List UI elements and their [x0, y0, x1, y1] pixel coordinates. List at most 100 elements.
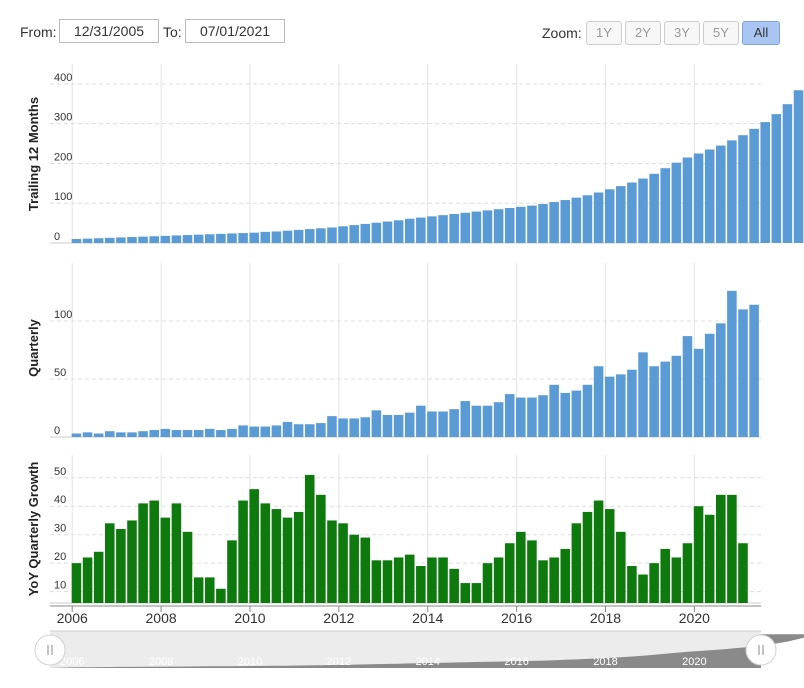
bar[interactable]: [460, 401, 471, 437]
bar[interactable]: [604, 376, 615, 437]
bar[interactable]: [71, 433, 82, 437]
bar[interactable]: [282, 421, 293, 437]
bar[interactable]: [782, 104, 793, 243]
bar[interactable]: [616, 186, 626, 243]
to-date-input[interactable]: 07/01/2021: [185, 19, 285, 43]
bar[interactable]: [704, 149, 715, 243]
bar[interactable]: [304, 229, 315, 243]
bar[interactable]: [671, 162, 682, 243]
bar[interactable]: [71, 239, 82, 243]
bar[interactable]: [104, 431, 115, 437]
zoom-1y-button[interactable]: 1Y: [586, 21, 622, 45]
bar[interactable]: [627, 182, 637, 243]
bar[interactable]: [282, 230, 293, 243]
bar[interactable]: [227, 233, 237, 243]
bar[interactable]: [260, 231, 271, 243]
bar[interactable]: [682, 543, 693, 603]
bar[interactable]: [171, 503, 182, 603]
bar[interactable]: [238, 500, 248, 603]
bar[interactable]: [471, 211, 482, 243]
bar[interactable]: [660, 361, 671, 437]
bar[interactable]: [616, 374, 626, 437]
bar[interactable]: [304, 424, 315, 437]
bar[interactable]: [393, 557, 404, 603]
bar[interactable]: [738, 309, 748, 437]
bar[interactable]: [582, 511, 593, 603]
bar[interactable]: [504, 543, 515, 603]
bar[interactable]: [82, 557, 93, 603]
bar[interactable]: [738, 543, 748, 603]
bar[interactable]: [582, 195, 593, 243]
bar[interactable]: [182, 531, 193, 603]
bar[interactable]: [249, 489, 259, 603]
bar[interactable]: [271, 425, 282, 437]
bar[interactable]: [316, 228, 326, 243]
bar[interactable]: [227, 540, 237, 603]
bar[interactable]: [716, 323, 726, 437]
bar[interactable]: [571, 390, 582, 437]
navigator-left-handle[interactable]: [34, 634, 66, 666]
bar[interactable]: [404, 218, 415, 243]
bar[interactable]: [227, 428, 237, 437]
bar[interactable]: [182, 430, 193, 437]
bar[interactable]: [260, 426, 271, 437]
bar[interactable]: [638, 574, 648, 603]
bar[interactable]: [504, 207, 515, 243]
bar[interactable]: [304, 474, 315, 603]
bar[interactable]: [649, 173, 659, 243]
navigator[interactable]: 2006 2008 2010 2012 2014 2016 2018 2020: [34, 630, 804, 668]
bar[interactable]: [438, 557, 448, 603]
bar[interactable]: [160, 517, 171, 603]
bar[interactable]: [216, 430, 226, 437]
bar[interactable]: [693, 153, 704, 244]
bar[interactable]: [93, 238, 104, 243]
bar[interactable]: [371, 410, 382, 437]
bar[interactable]: [293, 511, 304, 603]
bar[interactable]: [727, 140, 737, 243]
bar[interactable]: [482, 405, 493, 437]
bar[interactable]: [327, 416, 337, 437]
bar[interactable]: [593, 366, 604, 437]
bar[interactable]: [516, 206, 526, 243]
bar[interactable]: [693, 348, 704, 437]
bar[interactable]: [471, 583, 482, 603]
bar[interactable]: [527, 397, 537, 437]
zoom-5y-button[interactable]: 5Y: [703, 21, 739, 45]
bar[interactable]: [138, 236, 148, 243]
bar[interactable]: [482, 563, 493, 603]
bar[interactable]: [360, 537, 371, 603]
bar[interactable]: [82, 238, 93, 243]
bar[interactable]: [338, 418, 348, 437]
navigator-right-handle[interactable]: [745, 634, 777, 666]
bar[interactable]: [149, 236, 159, 243]
bar[interactable]: [293, 229, 304, 243]
bar[interactable]: [538, 560, 548, 603]
bar[interactable]: [427, 557, 437, 603]
bar[interactable]: [560, 392, 571, 437]
bar[interactable]: [682, 336, 693, 437]
bar[interactable]: [338, 226, 348, 243]
bar[interactable]: [193, 430, 204, 437]
bar[interactable]: [649, 366, 659, 437]
bar[interactable]: [638, 352, 648, 437]
bar[interactable]: [382, 221, 393, 243]
bar[interactable]: [327, 227, 337, 243]
bar[interactable]: [493, 402, 504, 437]
bar[interactable]: [527, 205, 537, 243]
bar[interactable]: [449, 568, 459, 603]
bar[interactable]: [493, 209, 504, 243]
bar[interactable]: [149, 500, 159, 603]
bar[interactable]: [160, 235, 171, 243]
bar[interactable]: [549, 557, 559, 603]
bar[interactable]: [460, 212, 471, 243]
bar[interactable]: [416, 405, 426, 437]
bar[interactable]: [671, 557, 682, 603]
bar[interactable]: [438, 215, 448, 243]
bar[interactable]: [627, 566, 637, 603]
bar[interactable]: [404, 554, 415, 603]
bar[interactable]: [371, 560, 382, 603]
bar[interactable]: [538, 395, 548, 437]
bar[interactable]: [360, 417, 371, 437]
bar[interactable]: [627, 369, 637, 437]
bar[interactable]: [760, 122, 770, 243]
